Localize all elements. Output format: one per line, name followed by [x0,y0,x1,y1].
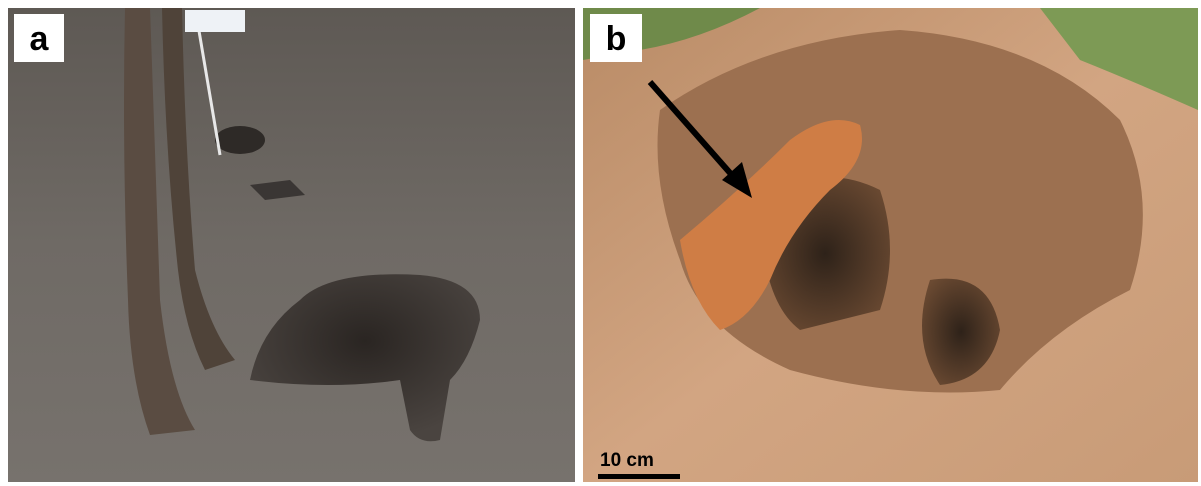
panel-a: a [8,8,575,482]
tree-trunk [124,8,195,435]
tree-trunk [162,8,235,370]
label-box [14,14,64,62]
panel-b: b 10 cm [583,8,1198,482]
panel-label: a [30,20,50,58]
termite-mound [680,120,862,330]
scale-bar [598,474,680,479]
burrow-hole [250,274,480,442]
label-box [590,14,642,62]
arrow-line [647,80,741,184]
marker-stake [196,24,222,156]
small-hole [215,126,265,154]
burrow-hole [922,278,1000,385]
grass [1040,8,1198,110]
arrow-head [722,162,752,198]
scale-label: 10 cm [600,450,654,471]
debris [250,180,305,200]
marker-flag [185,10,245,32]
photo-background [8,8,575,482]
panel-label: b [606,20,627,58]
